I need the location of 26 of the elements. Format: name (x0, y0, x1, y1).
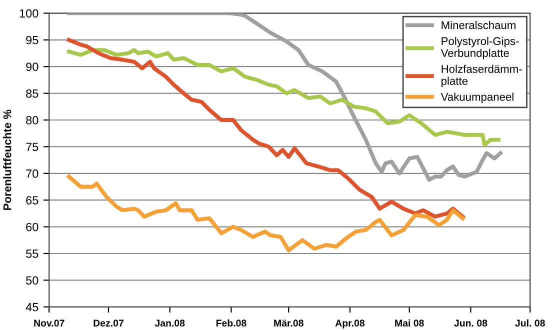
x-tick-label: Jul. 08 (515, 319, 545, 327)
y-tick-label: 45 (26, 303, 38, 312)
y-tick-label: 65 (26, 196, 38, 204)
x-tick-label: Jun. 08 (454, 320, 488, 327)
x-tick-label: Mär.08 (274, 320, 304, 327)
x-tick-label: Apr.08 (335, 320, 365, 328)
y-tick-label: 100 (20, 9, 38, 18)
y-tick-label: 70 (26, 169, 38, 178)
y-tick-label: 75 (26, 142, 38, 152)
legend-label: Polystyrol-Gips- Verbundplatte (440, 36, 519, 60)
y-tick-label: 60 (26, 222, 38, 232)
x-tick-label: Jan.08 (154, 320, 185, 327)
y-axis-title: Porenluftfeuchte % (3, 110, 12, 210)
y-tick-label: 90 (26, 62, 38, 71)
legend-label: Mineralschaum (442, 20, 516, 30)
legend-label: Vakuumpaneel (440, 92, 514, 104)
y-tick-label: 85 (26, 89, 38, 98)
x-tick-label: Nov.07 (34, 320, 64, 327)
x-tick-label: Mai 08 (395, 319, 424, 327)
legend-label: Holzfaserdämm- platte (442, 64, 522, 88)
x-tick-label: Feb.08 (216, 319, 246, 327)
y-tick-label: 95 (26, 36, 38, 44)
y-tick-label: 55 (26, 250, 38, 258)
y-tick-label: 50 (26, 276, 38, 285)
y-tick-label: 80 (26, 116, 38, 124)
x-tick-label: Dez.07 (94, 320, 124, 327)
